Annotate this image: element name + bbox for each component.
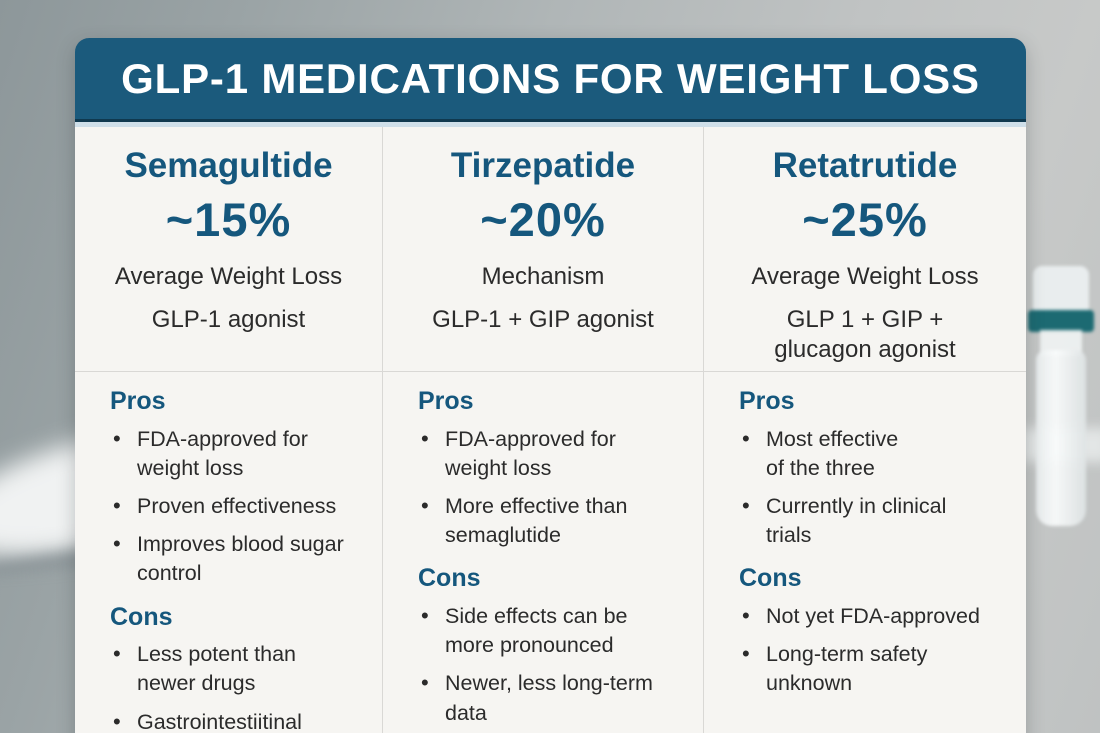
- list-item: Most effective of the three: [739, 423, 1006, 483]
- cons-heading: Cons: [418, 564, 481, 593]
- vial-band: [1028, 310, 1094, 332]
- column-semagultide: Semagultide ~15% Average Weight Loss GLP…: [75, 127, 382, 733]
- column-summary: Semagultide ~15% Average Weight Loss GLP…: [75, 127, 382, 372]
- weight-loss-percent: ~20%: [480, 192, 606, 246]
- pros-list: FDA-approved for weight loss More effecti…: [418, 423, 683, 551]
- cons-list: Less potent than newer drugs Gastrointest…: [110, 639, 362, 733]
- column-summary: Retatrutide ~25% Average Weight Loss GLP…: [704, 127, 1026, 372]
- card-header: GLP-1 MEDICATIONS FOR WEIGHT LOSS: [75, 38, 1026, 122]
- vial-cap: [1033, 266, 1089, 312]
- weight-loss-percent: ~25%: [802, 192, 928, 246]
- cons-heading: Cons: [739, 564, 802, 593]
- list-item: Side effects can be more pronounced: [418, 601, 683, 660]
- list-item: Newer, less long-term data: [418, 668, 683, 727]
- comparison-columns: Semagultide ~15% Average Weight Loss GLP…: [75, 127, 1026, 733]
- list-item: Gastrointestiitinal side effects: [110, 707, 362, 733]
- page-title: GLP-1 MEDICATIONS FOR WEIGHT LOSS: [121, 54, 980, 102]
- cons-list: Not yet FDA-approved Long-term safety unk…: [739, 601, 1006, 699]
- mechanism-text: GLP-1 agonist: [151, 306, 306, 334]
- pros-list: FDA-approved for weight loss Proven effec…: [110, 423, 362, 589]
- stat-label: Mechanism: [481, 262, 605, 290]
- column-retatrutide: Retatrutide ~25% Average Weight Loss GLP…: [703, 127, 1026, 733]
- list-item: FDA-approved for weight loss: [418, 423, 683, 483]
- blurred-vial: [1028, 266, 1094, 528]
- list-item: More effective than semaglutide: [418, 491, 683, 550]
- cons-heading: Cons: [110, 602, 173, 631]
- list-item: FDA-approved for weight loss: [110, 423, 362, 483]
- mechanism-text: GLP 1 + GIP + glucagon agonist: [774, 306, 956, 363]
- column-details: Pros FDA-approved for weight loss Proven …: [75, 372, 382, 733]
- column-details: Pros Most effective of the three Currentl…: [704, 372, 1026, 699]
- pros-heading: Pros: [110, 387, 166, 415]
- cons-list: Side effects can be more pronounced Newer…: [418, 601, 683, 728]
- drug-name: Tirzepatide: [450, 146, 636, 185]
- list-item: Not yet FDA-approved: [739, 601, 1006, 631]
- list-item: Improves blood sugar control: [110, 529, 362, 588]
- pros-heading: Pros: [739, 387, 795, 415]
- vial-body: [1036, 350, 1086, 526]
- list-item: Currently in clinical trials: [739, 491, 1006, 550]
- column-summary: Tirzepatide ~20% Mechanism GLP-1 + GIP a…: [383, 127, 703, 372]
- drug-name: Semagultide: [124, 146, 333, 185]
- drug-name: Retatrutide: [772, 146, 958, 185]
- weight-loss-percent: ~15%: [165, 192, 292, 246]
- stat-label: Average Weight Loss: [114, 262, 343, 290]
- list-item: Proven effectiveness: [110, 491, 362, 521]
- column-tirzepatide: Tirzepatide ~20% Mechanism GLP-1 + GIP a…: [382, 127, 703, 733]
- pros-heading: Pros: [418, 387, 474, 415]
- header-underline: [75, 122, 1026, 127]
- infographic-card: GLP-1 MEDICATIONS FOR WEIGHT LOSS Semagu…: [75, 38, 1026, 733]
- stat-label: Average Weight Loss: [751, 262, 979, 290]
- mechanism-text: GLP-1 + GIP agonist: [432, 306, 654, 334]
- pros-list: Most effective of the three Currently in …: [739, 423, 1006, 551]
- list-item: Less potent than newer drugs: [110, 639, 362, 698]
- column-details: Pros FDA-approved for weight loss More ef…: [383, 372, 703, 728]
- list-item: Long-term safety unknown: [739, 639, 1006, 698]
